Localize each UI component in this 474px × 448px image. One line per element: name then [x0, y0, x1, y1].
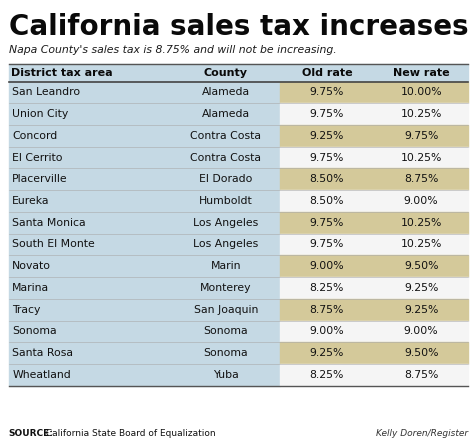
Text: 9.75%: 9.75%: [310, 153, 344, 163]
Text: 9.00%: 9.00%: [310, 261, 344, 271]
Bar: [9, 82, 280, 103]
Text: 9.75%: 9.75%: [310, 240, 344, 250]
Text: 8.75%: 8.75%: [404, 370, 438, 380]
Text: Napa County's sales tax is 8.75% and will not be increasing.: Napa County's sales tax is 8.75% and wil…: [9, 45, 336, 55]
Bar: [9, 299, 280, 321]
Bar: [9, 190, 280, 212]
Text: South El Monte: South El Monte: [12, 240, 95, 250]
Text: Concord: Concord: [12, 131, 57, 141]
Text: 9.75%: 9.75%: [310, 109, 344, 119]
Bar: [280, 147, 468, 168]
Text: New rate: New rate: [393, 68, 449, 78]
Text: Tracy: Tracy: [12, 305, 41, 314]
Text: County: County: [204, 68, 248, 78]
Bar: [9, 64, 468, 82]
Text: 9.25%: 9.25%: [310, 131, 344, 141]
Text: Contra Costa: Contra Costa: [190, 153, 261, 163]
Bar: [9, 255, 280, 277]
Bar: [9, 277, 280, 299]
Text: 10.25%: 10.25%: [401, 218, 442, 228]
Text: Wheatland: Wheatland: [12, 370, 71, 380]
Text: San Joaquin: San Joaquin: [193, 305, 258, 314]
Bar: [9, 168, 280, 190]
Bar: [9, 125, 280, 147]
Text: California State Board of Equalization: California State Board of Equalization: [43, 429, 215, 438]
Text: 9.25%: 9.25%: [404, 305, 438, 314]
Bar: [280, 342, 468, 364]
Bar: [280, 364, 468, 386]
Bar: [280, 103, 468, 125]
Text: 9.75%: 9.75%: [404, 131, 438, 141]
Text: Union City: Union City: [12, 109, 69, 119]
Bar: [280, 321, 468, 342]
Text: 9.00%: 9.00%: [404, 327, 438, 336]
Bar: [9, 364, 280, 386]
Text: 9.75%: 9.75%: [310, 87, 344, 97]
Text: Alameda: Alameda: [202, 109, 250, 119]
Text: 10.25%: 10.25%: [401, 240, 442, 250]
Text: Novato: Novato: [12, 261, 51, 271]
Text: Eureka: Eureka: [12, 196, 50, 206]
Text: Placerville: Placerville: [12, 174, 68, 184]
Text: Monterey: Monterey: [200, 283, 252, 293]
Bar: [9, 321, 280, 342]
Text: 9.75%: 9.75%: [310, 218, 344, 228]
Bar: [280, 82, 468, 103]
Text: Los Angeles: Los Angeles: [193, 240, 258, 250]
Bar: [9, 103, 280, 125]
Text: 8.75%: 8.75%: [404, 174, 438, 184]
Bar: [9, 212, 280, 234]
Text: 9.00%: 9.00%: [310, 327, 344, 336]
Text: Los Angeles: Los Angeles: [193, 218, 258, 228]
Text: 9.25%: 9.25%: [404, 283, 438, 293]
Text: El Dorado: El Dorado: [199, 174, 253, 184]
Text: 10.00%: 10.00%: [401, 87, 442, 97]
Text: 8.25%: 8.25%: [310, 283, 344, 293]
Text: 9.50%: 9.50%: [404, 348, 438, 358]
Bar: [9, 342, 280, 364]
Bar: [280, 190, 468, 212]
Bar: [280, 212, 468, 234]
Text: Sonoma: Sonoma: [203, 327, 248, 336]
Text: 9.00%: 9.00%: [404, 196, 438, 206]
Bar: [280, 125, 468, 147]
Text: 8.75%: 8.75%: [310, 305, 344, 314]
Text: Marin: Marin: [210, 261, 241, 271]
Bar: [280, 277, 468, 299]
Text: Marina: Marina: [12, 283, 49, 293]
Bar: [9, 147, 280, 168]
Text: Sonoma: Sonoma: [12, 327, 57, 336]
Text: Contra Costa: Contra Costa: [190, 131, 261, 141]
Text: Santa Rosa: Santa Rosa: [12, 348, 73, 358]
Text: District tax area: District tax area: [11, 68, 113, 78]
Bar: [280, 255, 468, 277]
Text: El Cerrito: El Cerrito: [12, 153, 63, 163]
Text: Old rate: Old rate: [301, 68, 352, 78]
Text: San Leandro: San Leandro: [12, 87, 81, 97]
Text: Yuba: Yuba: [213, 370, 238, 380]
Bar: [280, 299, 468, 321]
Text: 9.25%: 9.25%: [310, 348, 344, 358]
Text: SOURCE:: SOURCE:: [9, 429, 54, 438]
Text: Humboldt: Humboldt: [199, 196, 253, 206]
Text: 8.50%: 8.50%: [310, 174, 344, 184]
Text: 8.50%: 8.50%: [310, 196, 344, 206]
Text: 9.50%: 9.50%: [404, 261, 438, 271]
Text: 10.25%: 10.25%: [401, 109, 442, 119]
Text: 8.25%: 8.25%: [310, 370, 344, 380]
Text: Sonoma: Sonoma: [203, 348, 248, 358]
Bar: [9, 234, 280, 255]
Bar: [280, 234, 468, 255]
Text: California sales tax increases: California sales tax increases: [9, 13, 468, 41]
Bar: [280, 168, 468, 190]
Text: Santa Monica: Santa Monica: [12, 218, 86, 228]
Text: Kelly Doren/Register: Kelly Doren/Register: [376, 429, 468, 438]
Text: Alameda: Alameda: [202, 87, 250, 97]
Text: 10.25%: 10.25%: [401, 153, 442, 163]
